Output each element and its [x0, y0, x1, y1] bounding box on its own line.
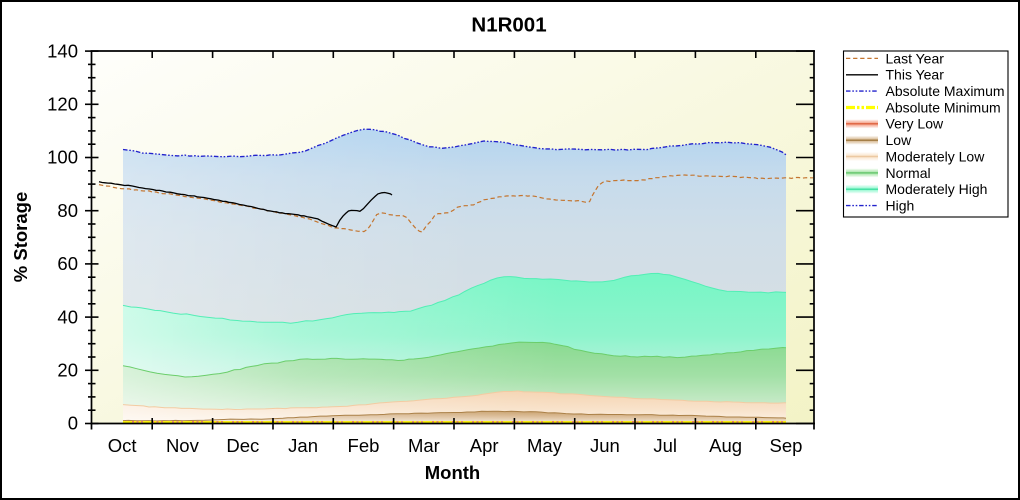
svg-text:Dec: Dec — [226, 435, 259, 456]
svg-text:Normal: Normal — [886, 165, 931, 181]
svg-text:100: 100 — [47, 147, 78, 168]
svg-text:Aug: Aug — [709, 435, 742, 456]
svg-text:Low: Low — [886, 132, 913, 148]
svg-text:Nov: Nov — [166, 435, 200, 456]
svg-text:Moderately Low: Moderately Low — [886, 148, 986, 164]
svg-text:0: 0 — [68, 413, 78, 434]
svg-text:40: 40 — [57, 306, 78, 327]
svg-text:Apr: Apr — [470, 435, 499, 456]
svg-text:Oct: Oct — [108, 435, 137, 456]
svg-text:Absolute Maximum: Absolute Maximum — [886, 83, 1005, 99]
svg-text:Mar: Mar — [408, 435, 440, 456]
svg-text:Jan: Jan — [288, 435, 318, 456]
svg-text:Last Year: Last Year — [886, 50, 945, 66]
svg-text:Moderately High: Moderately High — [886, 181, 988, 197]
svg-text:Month: Month — [425, 462, 480, 483]
svg-text:Very Low: Very Low — [886, 116, 944, 132]
svg-text:Feb: Feb — [348, 435, 380, 456]
svg-text:May: May — [527, 435, 563, 456]
svg-text:% Storage: % Storage — [10, 192, 31, 282]
svg-text:20: 20 — [57, 360, 78, 381]
svg-text:N1R001: N1R001 — [471, 14, 546, 37]
svg-text:120: 120 — [47, 94, 78, 115]
svg-text:Jun: Jun — [590, 435, 620, 456]
svg-text:Sep: Sep — [770, 435, 803, 456]
svg-text:80: 80 — [57, 200, 78, 221]
svg-text:60: 60 — [57, 253, 78, 274]
svg-text:This Year: This Year — [886, 67, 945, 83]
svg-text:Absolute Minimum: Absolute Minimum — [886, 99, 1001, 115]
svg-text:140: 140 — [47, 40, 78, 61]
svg-text:High: High — [886, 198, 915, 214]
svg-text:Jul: Jul — [653, 435, 677, 456]
